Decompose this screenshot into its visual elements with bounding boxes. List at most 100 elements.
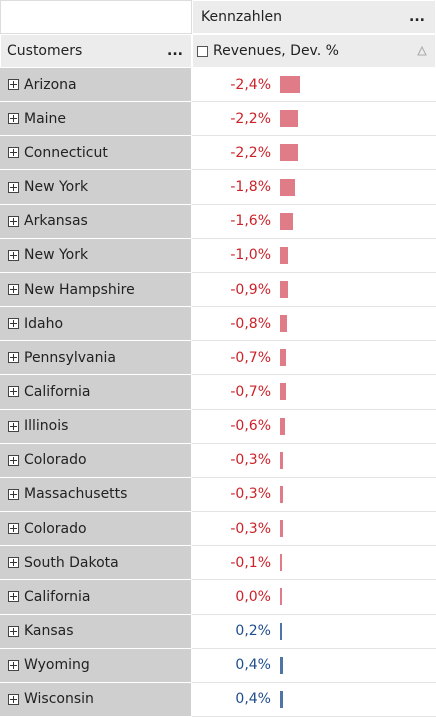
expand-icon[interactable] (8, 113, 19, 125)
row-label: Maine (24, 110, 67, 127)
row-header: Connecticut (0, 136, 192, 171)
bar (280, 622, 282, 640)
row-label: Wyoming (24, 657, 90, 674)
value-label: -0,3% (230, 452, 271, 469)
row-label: Wisconsin (24, 691, 94, 708)
row-header: Illinois (0, 409, 192, 444)
row-header: Pennsylvania (0, 341, 192, 376)
menu-button[interactable]: ... (167, 43, 183, 59)
row-label: Pennsylvania (24, 349, 116, 366)
row-header: California (0, 580, 192, 615)
row-header: Kansas (0, 614, 192, 649)
row-label: Kansas (24, 623, 74, 640)
value-label: 0,4% (235, 657, 271, 674)
value-label: -2,2% (230, 144, 271, 161)
expand-icon[interactable] (8, 488, 19, 500)
value-cell: -0,7% (192, 375, 436, 410)
row-header: Colorado (0, 443, 192, 478)
value-label: -0,3% (230, 520, 271, 537)
row-header: New York (0, 238, 192, 273)
value-label: -0,3% (230, 486, 271, 503)
menu-button[interactable]: ... (409, 9, 425, 25)
measure-group-label: Kennzahlen (201, 9, 283, 25)
row-header: California (0, 375, 192, 410)
value-cell: -0,3% (192, 477, 436, 513)
measure-group-header: Kennzahlen ... (192, 0, 436, 34)
row-header: Arkansas (0, 204, 192, 239)
bar (280, 383, 286, 401)
row-label: Colorado (24, 520, 87, 537)
expand-icon[interactable] (8, 79, 19, 91)
expand-icon[interactable] (8, 659, 19, 671)
value-cell: -2,4% (192, 68, 436, 103)
value-cell: -2,2% (192, 136, 436, 171)
bar (280, 485, 283, 503)
value-label: 0,2% (235, 623, 271, 640)
bar (280, 144, 299, 162)
expand-icon[interactable] (8, 454, 19, 466)
row-label: Massachusetts (24, 486, 128, 503)
value-cell: -0,7% (192, 341, 436, 376)
value-label: -1,8% (230, 179, 271, 196)
row-header: South Dakota (0, 546, 192, 581)
bar (280, 178, 295, 196)
expand-icon[interactable] (8, 693, 19, 705)
value-label: -0,1% (230, 554, 271, 571)
expand-icon[interactable] (8, 420, 19, 432)
bar (280, 315, 287, 333)
row-header: Wisconsin (0, 682, 192, 717)
row-label: Connecticut (24, 144, 108, 161)
bar (280, 110, 299, 128)
row-header: Arizona (0, 68, 192, 103)
sort-icon[interactable] (417, 46, 427, 56)
value-cell: 0,2% (192, 614, 436, 649)
row-label: Illinois (24, 418, 69, 435)
expand-icon[interactable] (8, 523, 19, 535)
bar (280, 690, 284, 708)
bar (280, 520, 283, 538)
bar (280, 281, 288, 299)
collapse-icon[interactable] (197, 45, 208, 57)
row-header: New Hampshire (0, 272, 192, 308)
expand-icon[interactable] (8, 181, 19, 193)
row-label: New York (24, 247, 89, 264)
expand-icon[interactable] (8, 215, 19, 227)
row-header: New York (0, 170, 192, 205)
expand-icon[interactable] (8, 284, 19, 296)
value-label: 0,0% (235, 588, 271, 605)
value-label: -1,6% (230, 213, 271, 230)
expand-icon[interactable] (8, 591, 19, 603)
row-label: Arizona (24, 76, 77, 93)
value-cell: -0,3% (192, 512, 436, 547)
value-cell: -1,8% (192, 170, 436, 205)
row-header: Colorado (0, 512, 192, 547)
expand-icon[interactable] (8, 386, 19, 398)
bar (280, 588, 282, 606)
value-label: -1,0% (230, 247, 271, 264)
value-cell: -2,2% (192, 102, 436, 137)
value-label: -0,6% (230, 418, 271, 435)
row-label: Arkansas (24, 213, 88, 230)
bar (280, 451, 283, 469)
value-cell: -0,6% (192, 409, 436, 444)
measure-header[interactable]: Revenues, Dev. % (192, 34, 436, 68)
value-label: -0,7% (230, 383, 271, 400)
row-label: South Dakota (24, 554, 119, 571)
dimension-header: Customers ... (0, 34, 192, 68)
row-header: Wyoming (0, 648, 192, 683)
bar (280, 417, 285, 435)
expand-icon[interactable] (8, 147, 19, 159)
expand-icon[interactable] (8, 318, 19, 330)
bar (280, 554, 282, 572)
value-cell: 0,0% (192, 580, 436, 615)
expand-icon[interactable] (8, 249, 19, 261)
row-header: Maine (0, 102, 192, 137)
expand-icon[interactable] (8, 625, 19, 637)
value-label: -0,7% (230, 349, 271, 366)
expand-icon[interactable] (8, 557, 19, 569)
row-label: Idaho (24, 315, 64, 332)
expand-icon[interactable] (8, 352, 19, 364)
bar (280, 212, 294, 230)
measure-label: Revenues, Dev. % (213, 43, 339, 59)
